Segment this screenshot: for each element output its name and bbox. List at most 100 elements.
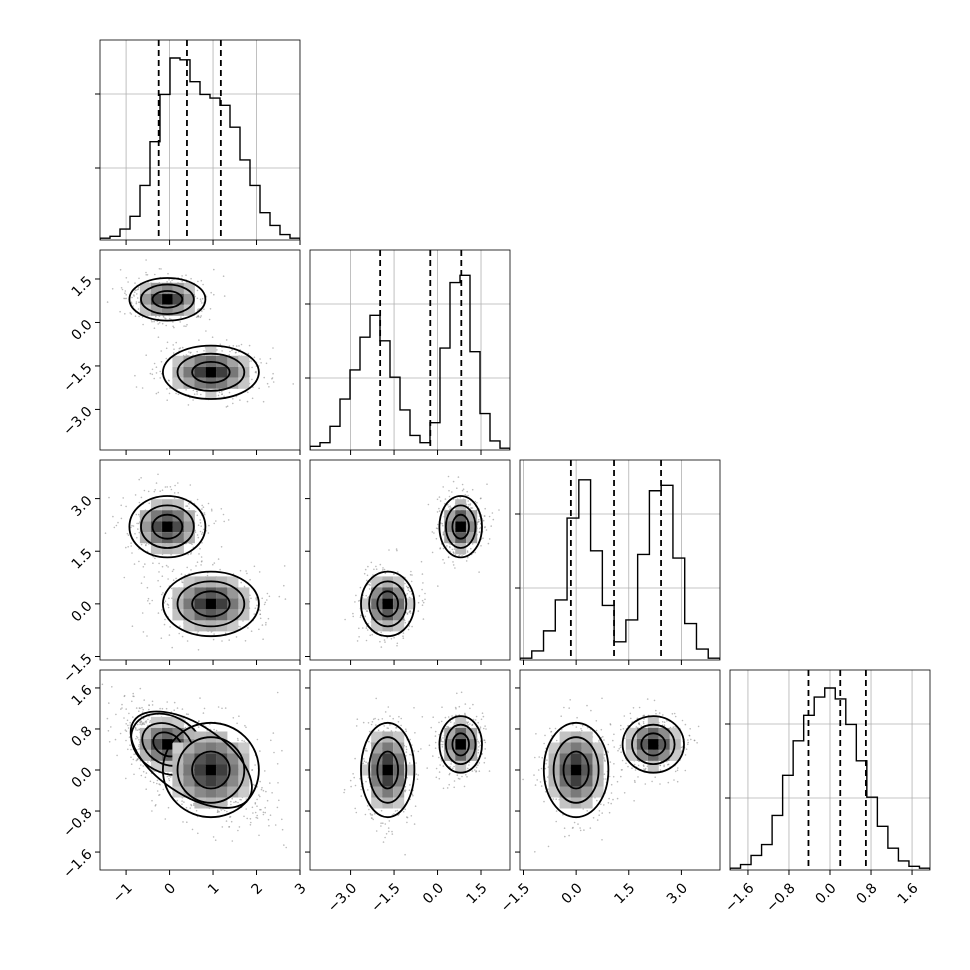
density-bin: [393, 587, 405, 599]
scatter-point: [276, 691, 279, 694]
scatter-point: [442, 486, 444, 488]
scatter-point: [138, 767, 141, 770]
scatter-point: [202, 712, 205, 714]
scatter-point: [171, 646, 173, 649]
scatter-point: [141, 612, 144, 614]
scatter-point: [474, 551, 477, 554]
density-bin: [172, 543, 184, 555]
scatter-point: [135, 386, 138, 388]
density-bin: [205, 775, 217, 787]
scatter-point: [274, 824, 277, 826]
density-bin: [227, 753, 239, 765]
scatter-point: [121, 703, 123, 706]
scatter-point: [227, 519, 230, 521]
density-bin: [393, 620, 405, 632]
scatter-point: [449, 505, 451, 507]
density-bin: [216, 764, 228, 776]
scatter-point: [259, 780, 261, 783]
scatter-point: [190, 803, 192, 806]
scatter-point: [136, 297, 139, 299]
scatter-point: [135, 759, 138, 762]
density-bin: [444, 521, 456, 533]
scatter-point: [135, 707, 138, 709]
scatter-point: [375, 697, 377, 700]
scatter-point: [471, 488, 474, 491]
scatter-point: [160, 637, 163, 639]
scatter-point: [420, 560, 423, 563]
scatter-point: [479, 497, 482, 500]
scatter-point: [268, 595, 271, 598]
scatter-point: [261, 597, 263, 600]
scatter-point: [478, 518, 480, 521]
scatter-point: [127, 724, 129, 727]
scatter-point: [249, 818, 252, 820]
scatter-point: [158, 783, 160, 785]
scatter-point: [158, 793, 161, 796]
scatter-point: [209, 308, 212, 310]
scatter-point: [466, 721, 469, 724]
scatter-point: [461, 483, 464, 486]
scatter-point: [125, 505, 127, 508]
density-bin: [238, 377, 250, 389]
density-contour: [360, 570, 416, 638]
scatter-point: [142, 718, 145, 720]
scatter-point: [174, 484, 176, 487]
scatter-point: [172, 344, 174, 346]
scatter-point: [266, 599, 268, 601]
scatter-point: [165, 357, 168, 360]
scatter-point: [427, 503, 430, 506]
scatter-point: [250, 360, 252, 362]
scatter-point: [161, 707, 164, 710]
scatter-point: [369, 581, 372, 583]
scatter-point: [104, 532, 107, 534]
density-bin: [455, 510, 467, 522]
scatter-point: [458, 705, 461, 708]
y-tick-label: 0.0: [69, 317, 96, 344]
scatter-point: [200, 556, 203, 558]
scatter-point: [366, 579, 368, 582]
scatter-point: [142, 631, 145, 633]
scatter-point: [250, 597, 252, 600]
scatter-point: [452, 561, 454, 563]
scatter-point: [404, 621, 407, 624]
scatter-point: [138, 745, 140, 747]
scatter-point: [471, 543, 474, 545]
scatter-point: [147, 718, 149, 721]
density-bin: [194, 366, 206, 378]
y-tick-label: −1.5: [60, 651, 95, 686]
scatter-point: [231, 797, 233, 800]
scatter-point: [180, 573, 183, 575]
scatter-point: [166, 701, 168, 703]
scatter-point: [481, 712, 484, 714]
scatter-point: [185, 354, 188, 356]
scatter-point: [167, 578, 169, 580]
scatter-point: [322, 746, 324, 748]
scatter-point: [196, 393, 198, 395]
scatter-point: [208, 524, 210, 527]
scatter-point: [232, 402, 234, 405]
scatter-point: [396, 642, 399, 645]
scatter-point: [380, 646, 383, 648]
scatter-point: [386, 636, 388, 639]
density-bin: [150, 543, 162, 555]
y-tick-label: 1.6: [69, 682, 96, 709]
scatter-point: [364, 813, 367, 816]
density-bin: [227, 598, 239, 610]
density-bin: [139, 521, 151, 533]
scatter-point: [199, 298, 202, 300]
scatter-point: [466, 550, 469, 552]
scatter-point: [484, 748, 486, 750]
density-bin: [227, 786, 239, 798]
scatter-point: [442, 547, 445, 550]
density-bin: [172, 499, 184, 511]
density-contour: [376, 590, 399, 618]
scatter-point: [454, 706, 457, 709]
scatter-point: [198, 339, 200, 341]
scatter-point: [498, 509, 500, 511]
scatter-point: [446, 545, 448, 547]
scatter-point: [173, 348, 175, 350]
scatter-point: [258, 387, 260, 390]
scatter-point: [140, 582, 143, 584]
scatter-point: [453, 553, 455, 555]
scatter-point: [152, 562, 154, 564]
